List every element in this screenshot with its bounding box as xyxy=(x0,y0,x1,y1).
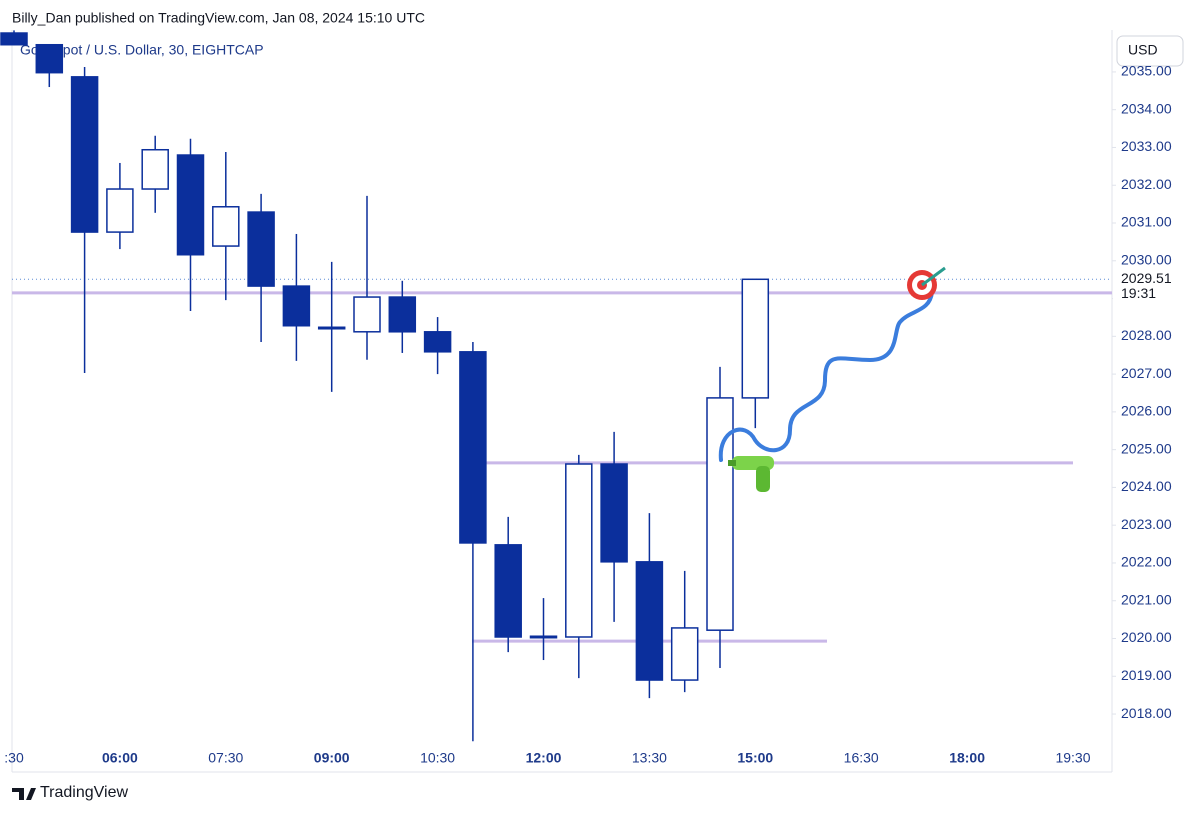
y-tick-label: 2022.00 xyxy=(1121,554,1172,570)
currency-label: USD xyxy=(1128,42,1158,58)
y-tick-label: 2035.00 xyxy=(1121,63,1172,79)
y-tick-label: 2026.00 xyxy=(1121,403,1172,419)
bar-countdown: 19:31 xyxy=(1121,285,1156,301)
candle-body xyxy=(212,206,240,247)
candle-body xyxy=(0,32,28,46)
y-tick-label: 2025.00 xyxy=(1121,440,1172,456)
candle-body xyxy=(35,43,64,74)
y-tick-label: 2021.00 xyxy=(1121,591,1172,607)
x-tick-label: 10:30 xyxy=(420,750,455,766)
candle-body xyxy=(353,296,381,333)
x-tick-label: 13:30 xyxy=(632,750,667,766)
candle-body xyxy=(70,76,99,233)
candle-body xyxy=(600,463,628,563)
currency-button[interactable] xyxy=(1116,35,1184,67)
candle-body xyxy=(565,463,593,638)
candle-body xyxy=(635,561,664,681)
x-tick-label: 09:00 xyxy=(314,750,350,766)
y-tick-label: 2024.00 xyxy=(1121,478,1172,494)
x-tick-label: 06:00 xyxy=(102,750,138,766)
water-gun-icon xyxy=(728,456,774,492)
y-tick-label: 2019.00 xyxy=(1121,667,1172,683)
candle-body xyxy=(388,296,417,333)
candle-body xyxy=(247,211,275,287)
last-price-box xyxy=(1113,269,1200,304)
candle-body xyxy=(459,351,487,544)
x-tick-label: 15:00 xyxy=(737,750,773,766)
candle-body xyxy=(176,154,205,256)
y-tick-label: 2018.00 xyxy=(1121,705,1172,721)
y-tick-label: 2028.00 xyxy=(1121,327,1172,343)
target-icon xyxy=(907,266,946,300)
plot-area: 2018.00 2019.00 2020.00 2021.00 2022.00 2023.… xyxy=(0,30,1200,766)
candle-body xyxy=(282,285,311,327)
tradingview-logo xyxy=(12,788,36,800)
x-tick-label: 19:30 xyxy=(1055,750,1090,766)
symbol-legend: Gold Spot / U.S. Dollar, 30, EIGHTCAP xyxy=(20,42,264,58)
y-tick-label: 2031.00 xyxy=(1121,214,1172,230)
candle-body xyxy=(106,188,134,233)
candle-body xyxy=(670,627,699,681)
path-drawing xyxy=(718,290,934,462)
candle-body xyxy=(317,326,346,330)
y-tick-label: 2023.00 xyxy=(1121,516,1172,532)
publisher-header: Billy_Dan published on TradingView.com, … xyxy=(12,10,425,26)
candle-body xyxy=(141,148,169,190)
y-tick-label: 2032.00 xyxy=(1121,176,1172,192)
y-tick-label: 2033.00 xyxy=(1121,138,1172,154)
x-tick-label: :30 xyxy=(4,750,24,766)
candle-body xyxy=(529,635,558,639)
y-tick-label: 2030.00 xyxy=(1121,251,1172,267)
footer-brand: TradingView xyxy=(40,784,128,801)
y-tick-label: 2034.00 xyxy=(1121,100,1172,116)
x-tick-label: 16:30 xyxy=(844,750,879,766)
candle-body xyxy=(494,544,522,638)
y-tick-label: 2020.00 xyxy=(1121,629,1172,645)
y-tick-label: 2027.00 xyxy=(1121,365,1172,381)
x-tick-label: 18:00 xyxy=(949,750,985,766)
candle-body xyxy=(423,331,452,353)
candle-body xyxy=(741,278,770,399)
last-price-label: 2029.51 xyxy=(1121,270,1172,286)
x-tick-label: 07:30 xyxy=(208,750,243,766)
x-tick-label: 12:00 xyxy=(526,750,562,766)
